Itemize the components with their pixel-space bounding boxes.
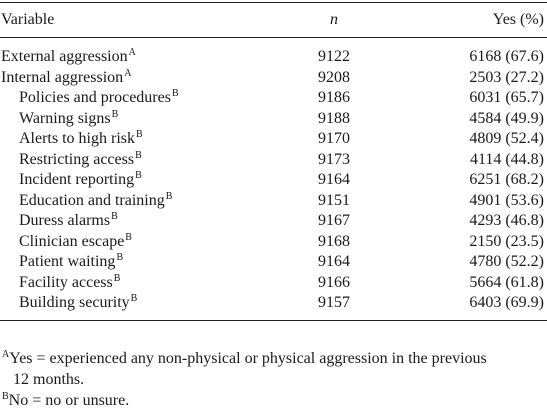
row-n: 9168 — [318, 232, 350, 250]
table-row: External aggressionA 9122 6168 (67.6) — [0, 38, 547, 68]
table-footnotes: AYes = experienced any non-physical or p… — [1, 348, 545, 411]
row-variable: Alerts to high riskB — [0, 129, 279, 150]
row-variable-label: Patient waiting — [19, 253, 116, 270]
row-variable: Policies and proceduresB — [0, 88, 279, 109]
row-yes: 4901 (53.6) — [469, 191, 544, 209]
row-n: 9208 — [318, 68, 350, 86]
row-variable-label: Clinician escape — [19, 232, 125, 250]
row-n: 9164 — [318, 253, 350, 270]
row-n: 9167 — [318, 212, 350, 229]
table-row: Policies and proceduresB 9186 6031 (65.7) — [0, 88, 547, 109]
row-variable-footnote-marker: B — [135, 149, 142, 161]
row-variable-footnote-marker: B — [135, 170, 142, 181]
row-n: 9170 — [318, 130, 350, 147]
row-variable-footnote-marker: B — [171, 88, 179, 99]
row-variable: Clinician escapeB — [0, 232, 279, 253]
table-row: Duress alarmsB 9167 4293 (46.8) — [0, 211, 547, 232]
table-row: Alerts to high riskB 9170 4809 (52.4) — [0, 129, 547, 150]
table-row: Restricting accessB 9173 4114 (44.8) — [0, 150, 547, 171]
footnote-a-continued: 12 months. — [1, 369, 545, 390]
row-variable-footnote-marker: B — [111, 211, 118, 222]
footnote-a-text-line2: 12 months. — [13, 371, 85, 388]
row-variable-label: Education and training — [19, 191, 165, 209]
row-yes: 2150 (23.5) — [469, 232, 544, 250]
row-variable-footnote-marker: B — [125, 231, 132, 243]
row-variable: Patient waitingB — [0, 252, 279, 273]
row-n: 9173 — [318, 150, 350, 168]
table-row: Incident reportingB 9164 6251 (68.2) — [0, 170, 547, 191]
row-yes: 4114 (44.8) — [469, 150, 544, 168]
table-row: Warning signsB 9188 4584 (49.9) — [0, 109, 547, 130]
row-variable: Incident reportingB — [0, 170, 279, 191]
row-variable-label: Internal aggression — [1, 68, 124, 86]
table-row: Building securityB 9157 6403 (69.9) — [0, 293, 547, 321]
row-variable-label: Alerts to high risk — [19, 130, 135, 147]
row-variable-footnote-marker: B — [165, 190, 173, 202]
row-yes: 6251 (68.2) — [469, 171, 544, 188]
row-variable-label: Building security — [19, 294, 130, 311]
row-variable: Duress alarmsB — [0, 211, 279, 232]
data-table: Variable n Yes (%) External aggressionA 9… — [0, 2, 547, 321]
footnote-b: BNo = no or unsure. — [1, 390, 545, 411]
row-yes: 5664 (61.8) — [469, 273, 544, 291]
row-variable-footnote-marker: A — [128, 47, 136, 58]
table-body: External aggressionA 9122 6168 (67.6) Inter… — [0, 38, 547, 321]
row-variable-footnote-marker: B — [136, 129, 143, 140]
row-yes: 4780 (52.2) — [469, 253, 544, 270]
row-yes: 4584 (49.9) — [469, 109, 544, 127]
header-n: n — [279, 2, 389, 38]
row-n: 9188 — [318, 109, 350, 127]
row-yes: 6168 (67.6) — [469, 48, 544, 65]
row-n: 9157 — [279, 293, 389, 321]
table-row: Facility accessB 9166 5664 (61.8) — [0, 273, 547, 294]
row-variable-label: Policies and procedures — [19, 89, 171, 106]
row-variable: Internal aggressionA — [0, 68, 279, 89]
row-n: 9151 — [318, 191, 350, 209]
header-variable: Variable — [0, 2, 279, 38]
row-variable-footnote-marker: B — [130, 293, 138, 304]
row-variable: External aggressionA — [0, 38, 279, 68]
footnote-a: AYes = experienced any non-physical or p… — [1, 348, 545, 369]
row-variable-footnote-marker: B — [113, 272, 121, 284]
header-row: Variable n Yes (%) — [0, 2, 547, 38]
row-n: 9166 — [318, 273, 350, 291]
row-n: 9164 — [318, 171, 350, 188]
row-variable-footnote-marker: B — [111, 108, 119, 120]
row-variable-label: Facility access — [19, 273, 113, 291]
row-variable-label: Restricting access — [19, 150, 135, 168]
table-header: Variable n Yes (%) — [0, 2, 547, 38]
row-variable: Facility accessB — [0, 273, 279, 294]
row-variable: Restricting accessB — [0, 150, 279, 171]
row-variable-label: External aggression — [1, 48, 128, 65]
row-yes: 6031 (65.7) — [469, 89, 544, 106]
table-row: Education and trainingB 9151 4901 (53.6) — [0, 191, 547, 212]
row-n: 9122 — [318, 48, 350, 65]
table-row: Patient waitingB 9164 4780 (52.2) — [0, 252, 547, 273]
row-n: 9186 — [318, 89, 350, 106]
header-yes: Yes (%) — [389, 2, 547, 38]
row-yes: 4293 (46.8) — [469, 212, 544, 229]
row-variable-footnote-marker: B — [116, 252, 124, 263]
table-row: Clinician escapeB 9168 2150 (23.5) — [0, 232, 547, 253]
row-yes: 6403 (69.9) — [389, 293, 547, 321]
row-yes: 4809 (52.4) — [469, 130, 544, 147]
row-variable-label: Duress alarms — [19, 212, 111, 229]
row-variable-footnote-marker: A — [124, 67, 132, 79]
row-variable-label: Warning signs — [19, 109, 111, 127]
row-yes: 2503 (27.2) — [469, 68, 544, 86]
row-variable: Warning signsB — [0, 109, 279, 130]
row-variable: Building securityB — [0, 293, 279, 321]
footnote-b-marker: B — [2, 391, 9, 402]
row-variable-label: Incident reporting — [19, 171, 135, 188]
table-row: Internal aggressionA 9208 2503 (27.2) — [0, 68, 547, 89]
footnote-b-text: No = no or unsure. — [8, 392, 130, 409]
footnote-a-text-line1: Yes = experienced any non-physical or ph… — [9, 350, 487, 367]
footnote-a-marker: A — [2, 349, 10, 360]
row-variable: Education and trainingB — [0, 191, 279, 212]
